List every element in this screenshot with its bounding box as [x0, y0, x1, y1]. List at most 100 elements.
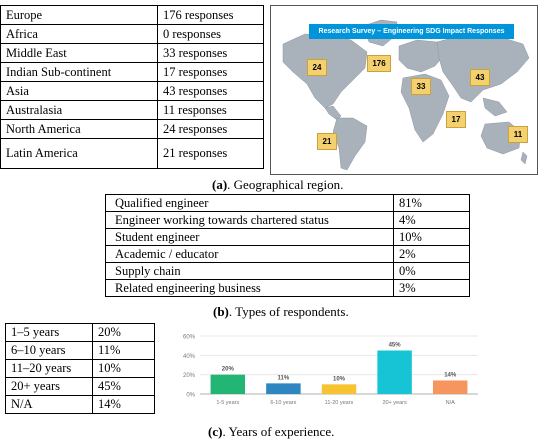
table-row: 20+ years 45%	[5, 377, 155, 396]
data-label: 45%	[389, 343, 402, 349]
table-row: Academic / educator 2%	[105, 245, 470, 263]
range-cell: 20+ years	[5, 377, 93, 396]
pct-cell: 20%	[92, 323, 155, 342]
type-cell: Qualified engineer	[105, 194, 394, 212]
pct-cell: 3%	[393, 279, 470, 297]
bar	[210, 374, 246, 394]
y-tick-label: 20%	[183, 373, 196, 379]
world-map-graphic	[282, 19, 530, 171]
caption-a: (a). Geographical region.	[212, 177, 343, 193]
world-map: Research Survey – Engineering SDG Impact…	[270, 5, 538, 175]
europe-badge: 176	[367, 55, 391, 72]
table-row: Supply chain 0%	[105, 262, 470, 280]
caption-a-label: (a)	[212, 177, 228, 192]
pct-cell: 11%	[92, 341, 155, 360]
x-tick-label: 20+ years	[382, 400, 407, 406]
table-row: 1–5 years 20%	[5, 323, 155, 342]
region-cell: Latin America	[0, 138, 158, 169]
asia-shape	[436, 33, 530, 103]
pct-cell: 0%	[393, 262, 470, 280]
caption-c: (c). Years of experience.	[208, 424, 334, 440]
bar	[377, 350, 412, 394]
responses-cell: 176 responses	[157, 5, 264, 25]
experience-bar-chart: 0% 20% 40% 60% 20% 1-5 years 11% 6-10 years 10% 1…	[183, 335, 478, 406]
table-row: Engineer working towards chartered statu…	[105, 211, 470, 229]
x-tick-label: 6-10 years	[270, 400, 296, 406]
table-row: Asia 43 responses	[0, 81, 264, 101]
responses-cell: 33 responses	[157, 43, 264, 63]
region-cell: Indian Sub-continent	[0, 62, 158, 82]
range-cell: 6–10 years	[5, 341, 93, 360]
experience-table: 1–5 years 20% 6–10 years 11% 11–20 years 10…	[5, 323, 155, 414]
responses-cell: 11 responses	[157, 100, 264, 120]
south-america-shape	[332, 117, 368, 171]
responses-cell: 0 responses	[157, 24, 264, 44]
latin-america-badge: 21	[317, 133, 337, 150]
caption-a-text: . Geographical region.	[227, 177, 344, 192]
y-tick-label: 40%	[183, 354, 196, 360]
data-label: 14%	[444, 372, 457, 378]
region-cell: Europe	[0, 5, 158, 25]
responses-cell: 43 responses	[157, 81, 264, 101]
range-cell: 11–20 years	[5, 359, 93, 378]
table-row: Related engineering business 3%	[105, 279, 470, 297]
pct-cell: 2%	[393, 245, 470, 263]
table-row: North America 24 responses	[0, 119, 264, 139]
responses-cell: 24 responses	[157, 119, 264, 139]
range-cell: 1–5 years	[5, 323, 93, 342]
data-label: 11%	[278, 375, 290, 381]
indian-subcontinent-badge: 17	[446, 111, 466, 128]
middle-east-badge: 33	[411, 78, 431, 95]
region-cell: Australasia	[0, 100, 158, 120]
region-cell: Middle East	[0, 43, 158, 63]
bar	[321, 384, 357, 394]
bar	[266, 383, 301, 394]
responses-cell: 17 responses	[157, 62, 264, 82]
region-table: Europe 176 responses Africa 0 responses Mi…	[0, 5, 264, 169]
type-cell: Academic / educator	[105, 245, 394, 263]
pct-cell: 14%	[92, 395, 155, 414]
data-label: 10%	[333, 376, 346, 382]
table-row: 11–20 years 10%	[5, 359, 155, 378]
y-tick-label: 0%	[186, 393, 195, 399]
caption-b-text: . Types of respondents.	[228, 304, 349, 319]
data-label: 20%	[222, 367, 235, 373]
table-row: Europe 176 responses	[0, 5, 264, 25]
respondent-types-table: Qualified engineer 81% Engineer working t…	[105, 194, 470, 297]
table-row: Africa 0 responses	[0, 24, 264, 44]
caption-b: (b). Types of respondents.	[213, 304, 349, 320]
table-row: Qualified engineer 81%	[105, 194, 470, 212]
table-row: Australasia 11 responses	[0, 100, 264, 120]
pct-cell: 10%	[393, 228, 470, 246]
y-tick-label: 60%	[183, 335, 196, 341]
table-row: Indian Sub-continent 17 responses	[0, 62, 264, 82]
table-row: N/A 14%	[5, 395, 155, 414]
responses-cell: 21 responses	[157, 138, 264, 169]
pct-cell: 4%	[393, 211, 470, 229]
table-row: Middle East 33 responses	[0, 43, 264, 63]
type-cell: Engineer working towards chartered statu…	[105, 211, 394, 229]
caption-c-text: . Years of experience.	[222, 424, 335, 439]
southeast-asia-shape	[482, 97, 508, 117]
europe-shape	[398, 39, 446, 73]
bar	[432, 380, 468, 394]
caption-c-label: (c)	[208, 424, 223, 439]
map-banner: Research Survey – Engineering SDG Impact…	[309, 24, 514, 39]
table-row: 6–10 years 11%	[5, 341, 155, 360]
x-tick-label: 1-5 years	[216, 400, 239, 406]
australasia-badge: 11	[508, 126, 528, 143]
region-cell: Africa	[0, 24, 158, 44]
north-america-badge: 24	[307, 59, 327, 76]
type-cell: Student engineer	[105, 228, 394, 246]
asia-badge: 43	[470, 69, 490, 86]
x-tick-label: 11-20 years	[325, 400, 354, 406]
table-row: Student engineer 10%	[105, 228, 470, 246]
table-row: Latin America 21 responses	[0, 138, 264, 169]
type-cell: Related engineering business	[105, 279, 394, 297]
new-zealand-shape	[520, 151, 528, 165]
type-cell: Supply chain	[105, 262, 394, 280]
pct-cell: 45%	[92, 377, 155, 396]
range-cell: N/A	[5, 395, 93, 414]
x-tick-label: N/A	[446, 400, 456, 406]
region-cell: Asia	[0, 81, 158, 101]
